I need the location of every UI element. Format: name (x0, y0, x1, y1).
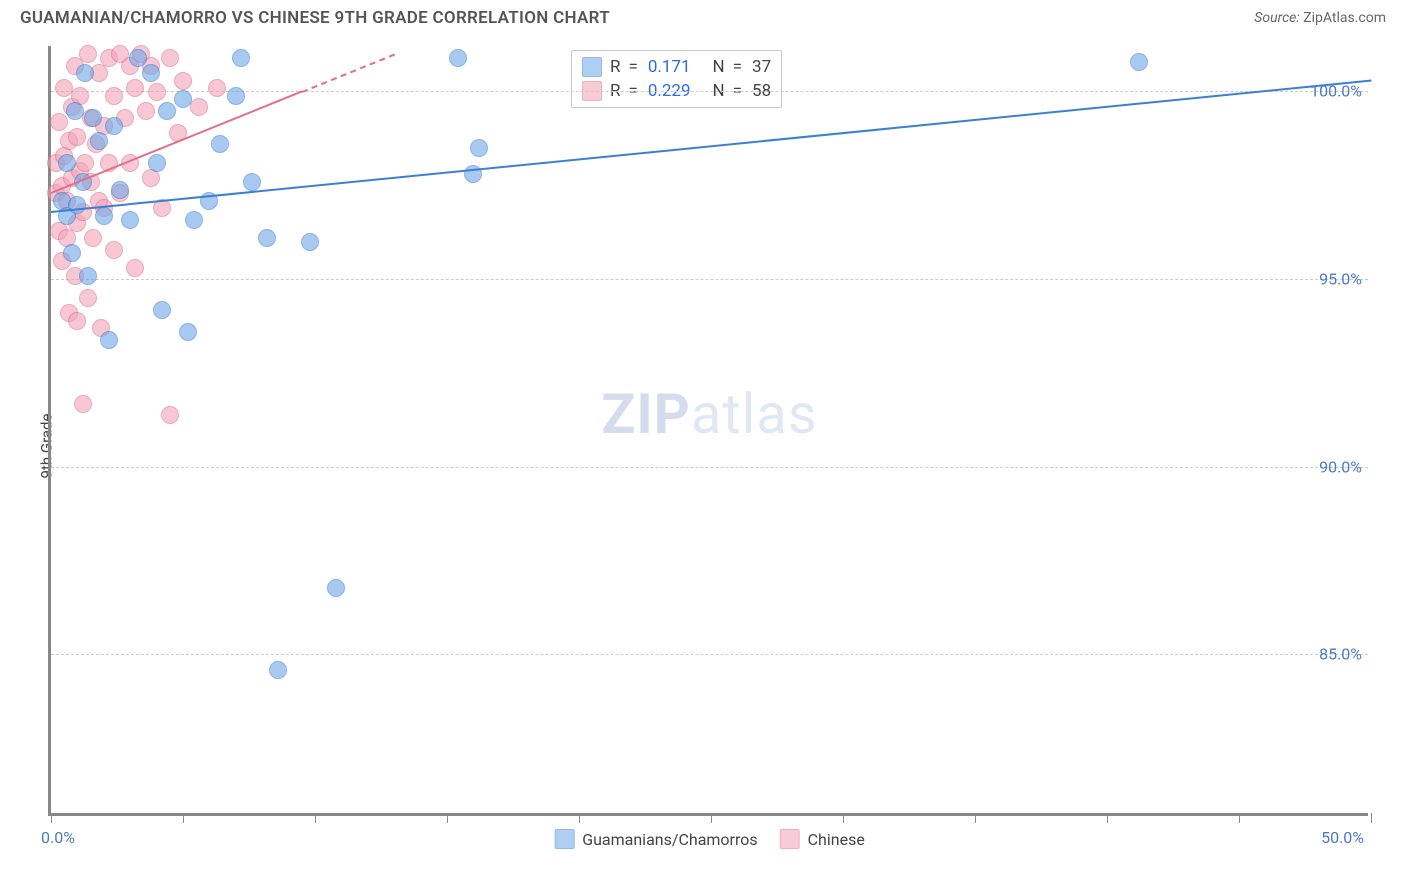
correlation-legend: R = 0.171 N = 37 R = 0.229 N = 58 (571, 50, 782, 108)
n-label: N (713, 57, 725, 77)
scatter-point-chinese (105, 87, 123, 105)
scatter-point-guam (258, 229, 276, 247)
scatter-point-guam (148, 154, 166, 172)
legend-item-guam: Guamanians/Chamorros (554, 829, 757, 849)
scatter-point-chinese (126, 79, 144, 97)
scatter-point-guam (269, 661, 287, 679)
grid-line (51, 654, 1368, 655)
scatter-point-guam (1130, 53, 1148, 71)
scatter-point-guam (158, 102, 176, 120)
scatter-point-chinese (68, 312, 86, 330)
scatter-point-guam (90, 132, 108, 150)
r-label: R (610, 57, 620, 77)
scatter-point-chinese (79, 289, 97, 307)
source-label: Source: (1254, 10, 1299, 26)
scatter-point-guam (232, 49, 250, 67)
scatter-point-guam (79, 267, 97, 285)
eq-label: = (733, 57, 742, 77)
x-tick (315, 813, 316, 823)
scatter-point-guam (66, 102, 84, 120)
y-tick-label: 85.0% (1319, 645, 1362, 664)
scatter-point-chinese (105, 241, 123, 259)
scatter-point-chinese (50, 113, 68, 131)
legend-label-chinese: Chinese (808, 830, 865, 849)
scatter-point-chinese (161, 406, 179, 424)
eq-label: = (628, 57, 637, 77)
trend-line-chinese-dashed (301, 54, 394, 93)
legend-label-guam: Guamanians/Chamorros (582, 830, 757, 849)
y-tick-label: 95.0% (1319, 269, 1362, 288)
scatter-point-guam (129, 49, 147, 67)
chart-title: GUAMANIAN/CHAMORRO VS CHINESE 9TH GRADE … (20, 8, 610, 28)
x-tick (711, 813, 712, 823)
legend-item-chinese: Chinese (780, 829, 865, 849)
scatter-point-guam (301, 233, 319, 251)
scatter-point-chinese (148, 83, 166, 101)
legend-swatch-chinese (780, 829, 800, 849)
legend-row-guam: R = 0.171 N = 37 (582, 55, 771, 79)
scatter-point-guam (211, 135, 229, 153)
watermark-zip: ZIP (601, 381, 690, 447)
scatter-chart: ZIPatlas R = 0.171 N = 37 R = 0.229 N = … (48, 46, 1368, 816)
scatter-point-guam (58, 154, 76, 172)
scatter-point-guam (185, 211, 203, 229)
watermark: ZIPatlas (601, 381, 817, 447)
x-tick (51, 813, 52, 823)
grid-line (51, 279, 1368, 280)
scatter-point-guam (470, 139, 488, 157)
scatter-point-chinese (79, 45, 97, 63)
x-tick-label: 0.0% (41, 828, 75, 847)
scatter-point-chinese (76, 154, 94, 172)
scatter-point-guam (179, 323, 197, 341)
r-value-guam: 0.171 (648, 57, 691, 77)
scatter-point-chinese (190, 98, 208, 116)
scatter-point-chinese (84, 229, 102, 247)
scatter-point-guam (142, 64, 160, 82)
grid-line (51, 91, 1368, 92)
source-value: ZipAtlas.com (1303, 10, 1386, 26)
scatter-point-chinese (161, 49, 179, 67)
scatter-point-guam (76, 64, 94, 82)
legend-swatch-guam (554, 829, 574, 849)
scatter-point-guam (174, 90, 192, 108)
scatter-point-chinese (74, 395, 92, 413)
x-tick (1107, 813, 1108, 823)
scatter-point-guam (63, 244, 81, 262)
x-tick (447, 813, 448, 823)
scatter-point-guam (95, 207, 113, 225)
scatter-point-guam (327, 579, 345, 597)
scatter-point-guam (449, 49, 467, 67)
y-tick-label: 90.0% (1319, 457, 1362, 476)
scatter-point-chinese (208, 79, 226, 97)
scatter-point-guam (84, 109, 102, 127)
scatter-point-chinese (68, 128, 86, 146)
watermark-atlas: atlas (691, 381, 818, 447)
scatter-point-guam (243, 173, 261, 191)
x-tick (843, 813, 844, 823)
x-tick (183, 813, 184, 823)
x-tick (579, 813, 580, 823)
series-legend: Guamanians/Chamorros Chinese (554, 829, 865, 849)
scatter-point-guam (227, 87, 245, 105)
scatter-point-guam (105, 117, 123, 135)
scatter-point-guam (153, 301, 171, 319)
legend-swatch-guam (582, 57, 602, 77)
grid-line (51, 467, 1368, 468)
x-tick (975, 813, 976, 823)
x-tick (1371, 813, 1372, 823)
source-attribution: Source: ZipAtlas.com (1254, 10, 1386, 26)
x-tick (1239, 813, 1240, 823)
scatter-point-guam (100, 331, 118, 349)
x-tick-label: 50.0% (1321, 828, 1364, 847)
n-value-guam: 37 (752, 57, 771, 77)
scatter-point-chinese (174, 72, 192, 90)
scatter-point-guam (111, 181, 129, 199)
scatter-point-chinese (137, 102, 155, 120)
scatter-point-chinese (126, 259, 144, 277)
scatter-point-guam (121, 211, 139, 229)
